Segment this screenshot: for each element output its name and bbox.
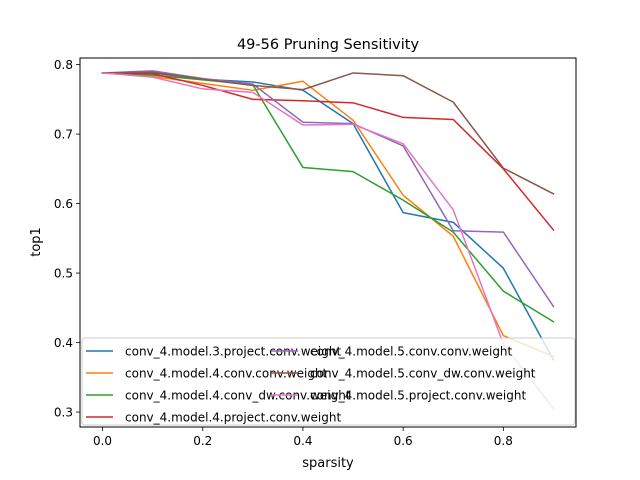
plot-frame xyxy=(79,57,577,428)
y-tick-label: 0.3 xyxy=(54,406,73,420)
chart-title: 49-56 Pruning Sensitivity xyxy=(237,37,420,53)
legend-label-2: conv_4.model.4.conv.conv.weight xyxy=(125,367,328,381)
legend-label-6: conv_4.model.5.conv_dw.conv.weight xyxy=(310,367,536,381)
y-tick-label: 0.8 xyxy=(54,58,73,72)
legend-entries: conv_4.model.3.project.conv.weightconv_4… xyxy=(86,345,536,425)
y-tick-label: 0.5 xyxy=(54,267,73,281)
legend-label-3: conv_4.model.4.conv_dw.conv.weight xyxy=(125,389,351,403)
y-tick-label: 0.4 xyxy=(54,336,73,350)
series-layer xyxy=(101,70,555,410)
series-line-4 xyxy=(101,72,555,232)
y-tick-label: 0.6 xyxy=(54,197,73,211)
y-axis-ticks: 0.3 0.4 0.5 0.6 0.7 0.8 xyxy=(54,58,80,420)
x-tick-label: 0.4 xyxy=(293,434,312,448)
x-axis-ticks: 0.0 0.2 0.4 0.6 0.8 xyxy=(93,427,513,448)
y-axis-label: top1 xyxy=(29,227,44,257)
x-tick-label: 0.6 xyxy=(394,434,413,448)
x-axis-label: sparsity xyxy=(302,456,354,471)
legend-label-4: conv_4.model.4.project.conv.weight xyxy=(125,411,341,425)
series-line-3 xyxy=(101,72,555,323)
y-tick-label: 0.7 xyxy=(54,128,73,142)
x-tick-label: 0.2 xyxy=(193,434,212,448)
legend-box xyxy=(81,337,576,426)
legend-label-7: conv_4.model.5.project.conv.weight xyxy=(310,389,526,403)
x-tick-label: 0.0 xyxy=(93,434,112,448)
legend-label-5: conv_4.model.5.conv.conv.weight xyxy=(310,345,513,359)
series-line-7 xyxy=(101,72,555,410)
x-tick-label: 0.8 xyxy=(494,434,513,448)
series-line-5 xyxy=(101,70,555,308)
legend: conv_4.model.3.project.conv.weightconv_4… xyxy=(81,337,576,426)
legend-label-1: conv_4.model.3.project.conv.weight xyxy=(125,345,341,359)
series-line-6 xyxy=(101,71,555,195)
